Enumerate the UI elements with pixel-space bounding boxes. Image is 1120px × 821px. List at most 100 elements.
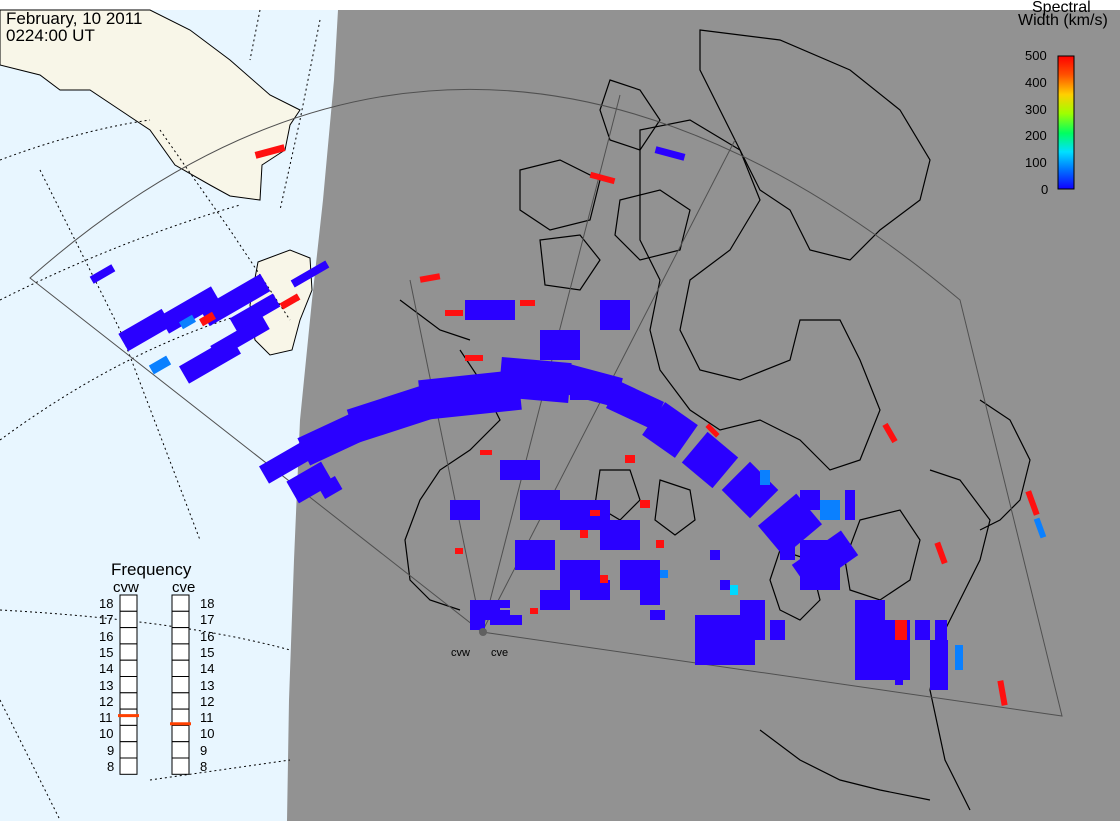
backscatter-cell <box>720 580 730 590</box>
backscatter-cell <box>470 620 485 630</box>
backscatter-cell <box>450 500 480 520</box>
backscatter-cell <box>498 357 572 403</box>
backscatter-cell <box>445 310 463 316</box>
backscatter-cell <box>465 300 515 320</box>
frequency-tick-label: 12 <box>99 693 114 709</box>
frequency-box <box>119 741 138 759</box>
backscatter-cell <box>480 450 492 455</box>
backscatter-cell <box>656 540 664 548</box>
backscatter-cell <box>148 355 172 375</box>
backscatter-cell <box>650 610 665 620</box>
backscatter-cell <box>770 620 785 640</box>
frequency-tick-label: 13 <box>200 677 215 693</box>
frequency-box <box>119 643 138 661</box>
frequency-box <box>171 643 190 661</box>
backscatter-cell <box>229 293 281 332</box>
backscatter-cell <box>730 585 738 595</box>
backscatter-cell <box>580 580 610 600</box>
frequency-box <box>119 627 138 645</box>
colorbar-title-line2: Width (km/s) <box>1018 12 1108 29</box>
backscatter-cell <box>780 545 795 560</box>
backscatter-cell <box>290 260 330 288</box>
backscatter-cell <box>955 645 963 670</box>
backscatter-cell <box>515 540 555 570</box>
frequency-box <box>119 659 138 678</box>
backscatter-cell <box>570 380 590 400</box>
site-label-cve: cve <box>491 647 509 659</box>
backscatter-cell <box>930 640 948 690</box>
colorbar <box>1057 55 1075 190</box>
backscatter-cell <box>89 264 116 284</box>
colorbar-tick-label: 500 <box>1025 48 1047 63</box>
colorbar-tick-label: 100 <box>1025 155 1047 171</box>
frequency-box <box>171 594 190 612</box>
backscatter-cell <box>510 615 522 625</box>
frequency-tick-label: 18 <box>200 596 215 611</box>
site-label-cvw: cvw <box>451 647 470 659</box>
frequency-box <box>119 676 138 694</box>
backscatter-cell <box>625 455 635 463</box>
frequency-marker-cvw <box>118 714 139 718</box>
backscatter-cell <box>681 431 739 489</box>
backscatter-cell <box>279 293 301 310</box>
backscatter-cell <box>520 300 535 306</box>
date-label: February, 10 2011 <box>6 9 143 28</box>
backscatter-cell <box>895 645 903 685</box>
backscatter-cell <box>590 510 600 516</box>
backscatter-cell <box>620 560 660 590</box>
backscatter-cell <box>465 355 483 361</box>
backscatter-cell <box>199 311 216 327</box>
backscatter-cell <box>640 590 660 605</box>
backscatter-cell <box>500 460 540 480</box>
frequency-box <box>171 610 190 629</box>
colorbar-tick-label: 200 <box>1025 128 1047 144</box>
frequency-tick-label: 10 <box>99 726 114 742</box>
backscatter-cell <box>600 575 608 583</box>
backscatter-cell <box>490 610 510 625</box>
backscatter-cell <box>800 540 840 590</box>
frequency-boxes <box>118 594 191 775</box>
colorbar-title-line1: Spectral <box>1032 0 1091 16</box>
frequency-tick-label: 14 <box>200 661 215 677</box>
frequency-box <box>119 594 138 612</box>
frequency-box <box>171 724 190 743</box>
backscatter-cell <box>589 171 616 185</box>
backscatter-cell <box>660 570 668 578</box>
colorbar-tick-label: 300 <box>1025 101 1047 117</box>
backscatter-cell <box>600 520 640 550</box>
frequency-tick-label: 9 <box>200 742 208 758</box>
backscatter-cell <box>845 490 855 520</box>
backscatter-cell <box>179 314 196 330</box>
backscatter-cell <box>710 550 720 560</box>
backscatter-cell <box>118 308 172 352</box>
backscatter-cell <box>642 402 698 458</box>
backscatter-cell <box>760 470 770 485</box>
frequency-tick-label: 15 <box>99 644 114 660</box>
frequency-box <box>119 708 138 726</box>
frequency-tick-label: 16 <box>200 628 215 644</box>
backscatter-cell <box>820 500 840 520</box>
backscatter-cell <box>1025 490 1040 516</box>
frequency-radar-label-cve: cve <box>172 579 196 596</box>
frequency-box <box>171 627 190 645</box>
backscatter-cell <box>800 490 820 510</box>
backscatter-cell <box>740 600 765 640</box>
frequency-box <box>171 741 190 759</box>
backscatter-cell <box>997 680 1008 706</box>
backscatter-cell <box>520 490 560 520</box>
frequency-radar-label-cvw: cvw <box>113 579 139 596</box>
backscatter-cell <box>705 423 720 438</box>
frequency-tick-label: 17 <box>99 612 114 628</box>
frequency-tick-label: 17 <box>200 612 215 628</box>
time-label: 0224:00 UT <box>6 26 95 45</box>
frequency-box <box>119 692 138 710</box>
backscatter-cell <box>530 608 538 614</box>
frequency-box <box>119 724 138 743</box>
backscatter-cell <box>540 590 570 610</box>
frequency-tick-label: 8 <box>200 759 208 774</box>
backscatter-cell <box>286 461 334 504</box>
backscatter-cell <box>317 476 343 499</box>
backscatter-cell <box>915 620 930 640</box>
